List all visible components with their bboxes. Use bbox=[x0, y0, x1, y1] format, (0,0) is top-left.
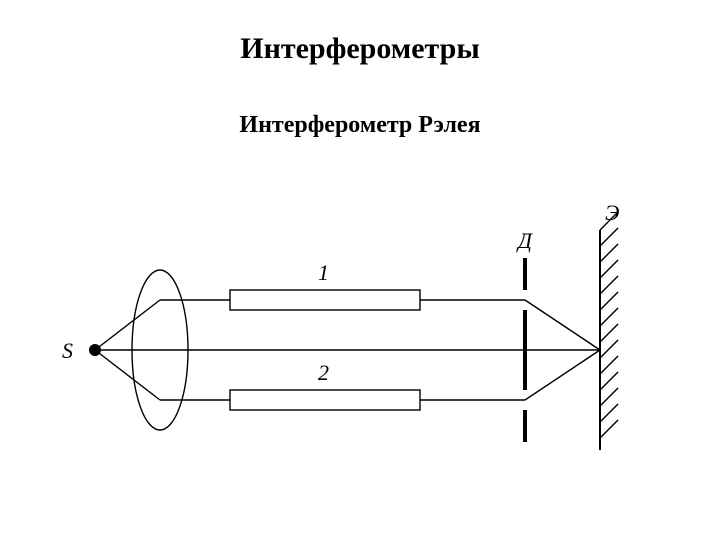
screen-hatch bbox=[600, 276, 618, 294]
tube-1 bbox=[230, 290, 420, 310]
screen-hatch bbox=[600, 356, 618, 374]
screen-hatch bbox=[600, 244, 618, 262]
ray-diverge-lower bbox=[95, 350, 160, 400]
tube-2 bbox=[230, 390, 420, 410]
screen-hatch bbox=[600, 388, 618, 406]
label-tube-1: 1 bbox=[318, 260, 329, 285]
label-diaphragm: Д bbox=[516, 228, 533, 253]
label-tube-2: 2 bbox=[318, 360, 329, 385]
screen-hatch bbox=[600, 340, 618, 358]
screen-hatch bbox=[600, 260, 618, 278]
ray-converge-lower bbox=[525, 350, 600, 400]
interferometer-diagram: S 1 2 Д Э bbox=[0, 0, 720, 540]
screen-hatch bbox=[600, 372, 618, 390]
ray-diverge-upper bbox=[95, 300, 160, 350]
screen-hatch bbox=[600, 420, 618, 438]
screen-hatch bbox=[600, 292, 618, 310]
label-source: S bbox=[62, 338, 73, 363]
screen-hatch bbox=[600, 308, 618, 326]
label-screen: Э bbox=[605, 200, 619, 225]
screen-hatch bbox=[600, 404, 618, 422]
screen-hatch bbox=[600, 324, 618, 342]
screen-hatch bbox=[600, 228, 618, 246]
ray-converge-upper bbox=[525, 300, 600, 350]
